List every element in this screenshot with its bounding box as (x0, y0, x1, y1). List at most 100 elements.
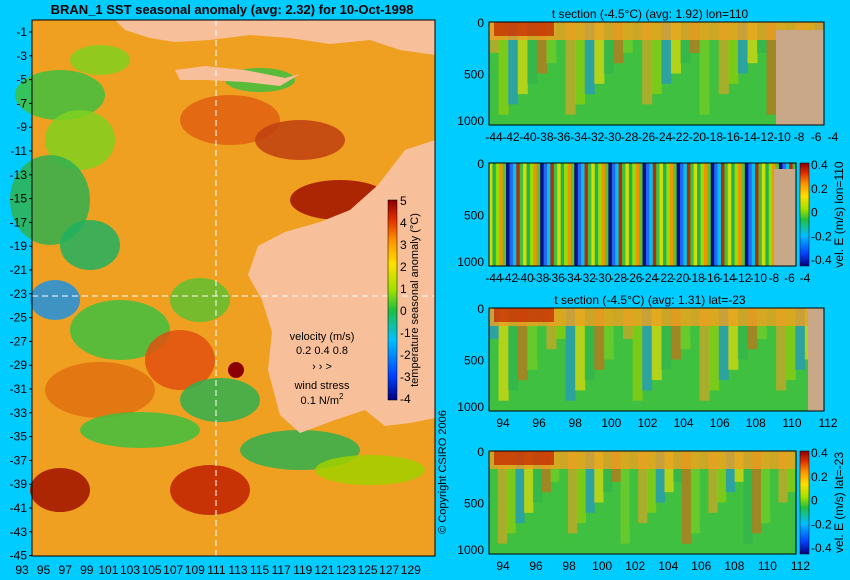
section-cell (516, 163, 521, 266)
velocity-colorbar-label: vel. E (m/s) lat=-23 (832, 452, 846, 553)
section-cell (683, 163, 688, 266)
section-cell (755, 163, 759, 266)
map-y-tick-label: -3 (16, 49, 27, 63)
section-x-tick-label: 102 (637, 416, 657, 430)
section-cell (565, 308, 576, 401)
sst-colorbar-tick-label: -3 (400, 370, 411, 384)
sst-colorbar-tick-label: 3 (400, 238, 407, 252)
map-y-tick-label: -25 (10, 311, 28, 325)
map-x-tick-label: 115 (250, 563, 269, 577)
section-cell (724, 163, 729, 266)
section-cell (532, 451, 543, 503)
section-cell (508, 308, 519, 391)
section-x-tick-label: 98 (569, 416, 583, 430)
section-x-tick-label: 96 (532, 416, 546, 430)
section-cell (635, 163, 640, 266)
section-cell (584, 308, 595, 381)
section-cell (515, 451, 525, 524)
map-x-tick-label: 129 (401, 563, 421, 577)
section-x-tick-label: -28 (610, 271, 628, 285)
section-panel-3: t section (-4.5°C) (avg: 1.31) lat=-23 0 5… (457, 293, 838, 430)
section-x-tick-label: -10 (750, 271, 768, 285)
section-cell (509, 163, 514, 266)
section-cell (546, 163, 551, 266)
map-y-tick-label: -29 (10, 358, 28, 372)
seafloor-mask (776, 30, 824, 125)
section-x-tick-label: -4 (800, 271, 811, 285)
map-y-tick-label: -17 (10, 215, 28, 229)
section-cell (787, 451, 797, 493)
section-cell (649, 163, 654, 266)
map-x-tick-label: 111 (207, 563, 226, 577)
section-x-tick-label: -30 (594, 271, 612, 285)
section-cell (536, 22, 547, 74)
section-cell (718, 308, 729, 381)
section-cell (574, 163, 579, 266)
section-cell (728, 308, 739, 370)
section-cell (766, 308, 777, 401)
section-cell (632, 308, 643, 401)
section-y-tick-label: 500 (464, 209, 484, 223)
map-x-tick-label: 105 (142, 563, 162, 577)
section-cell (529, 163, 534, 266)
anomaly-blob (60, 220, 120, 270)
section-cell (728, 22, 739, 84)
section-cell (604, 163, 609, 266)
section-cell (598, 163, 603, 266)
section-cell (744, 163, 749, 266)
velocity-colorbar-tick: 0.4 (811, 158, 828, 172)
section-cell (664, 451, 674, 493)
indonesia-land (115, 20, 435, 55)
section-cell (670, 308, 681, 360)
map-x-axis: 93 95 97 99 101 103 105 107 109 111 113 115 117 119 12… (15, 563, 421, 577)
section-cell (570, 163, 575, 266)
sst-colorbar-tick-label: 5 (400, 194, 407, 208)
section-cell (738, 163, 742, 266)
section-cell (594, 308, 605, 370)
map-y-tick-label: -15 (10, 192, 28, 206)
section-y-tick-label: 0 (477, 445, 484, 459)
map-y-tick-label: -45 (10, 549, 28, 563)
section-x-tick-label: -24 (655, 130, 673, 144)
section-cell (603, 22, 614, 74)
section-x-tick-label: -32 (587, 130, 605, 144)
section-frame (488, 21, 825, 126)
section-cell (543, 163, 548, 266)
section-x-tick-label: 102 (625, 559, 645, 573)
section-cell (680, 163, 684, 266)
section-cell (540, 163, 545, 266)
section-panel-2: 05001000-44-42-40-38-36-34-32-30-28-26-2… (457, 157, 846, 285)
section-x-tick-label: -20 (689, 130, 707, 144)
section-cell (632, 163, 637, 266)
section-cell (737, 22, 748, 74)
section-cell (717, 163, 722, 266)
section-cell (646, 451, 657, 513)
map-x-tick-label: 107 (163, 563, 183, 577)
section-y-tick-label: 1000 (457, 114, 484, 128)
section-x-tick-label: 108 (724, 559, 744, 573)
section-cell (785, 308, 796, 381)
section-x-tick-label: -34 (563, 271, 581, 285)
section-cell (587, 163, 592, 266)
section-cell (673, 163, 678, 266)
section-x-tick-label: -4 (828, 130, 839, 144)
section-cell (519, 163, 524, 266)
section-x-tick-label: -42 (502, 130, 520, 144)
velocity-colorbar-label: vel. E (m/s) lon=110 (832, 161, 846, 267)
section-x-tick-label: 104 (658, 559, 678, 573)
section-cell (585, 451, 595, 513)
map-title: BRAN_1 SST seasonal anomaly (avg: 2.32) … (51, 2, 414, 17)
anomaly-blob (255, 120, 345, 160)
section-frame (488, 162, 797, 267)
section-y-tick-label: 500 (464, 497, 484, 511)
map-x-tick-label: 127 (379, 563, 399, 577)
section-cell (527, 308, 538, 370)
section-y-tick-label: 500 (464, 354, 484, 368)
map-x-tick-label: 95 (37, 563, 51, 577)
section-cell (628, 163, 633, 266)
section-cell (676, 163, 681, 266)
section-cell (601, 163, 606, 266)
section-x-tick-label: -16 (723, 130, 741, 144)
section-panel-title: t section (-4.5°C) (avg: 1.92) lon=110 (552, 7, 749, 21)
section-panels: t section (-4.5°C) (avg: 1.92) lon=110 0 5… (457, 7, 846, 573)
